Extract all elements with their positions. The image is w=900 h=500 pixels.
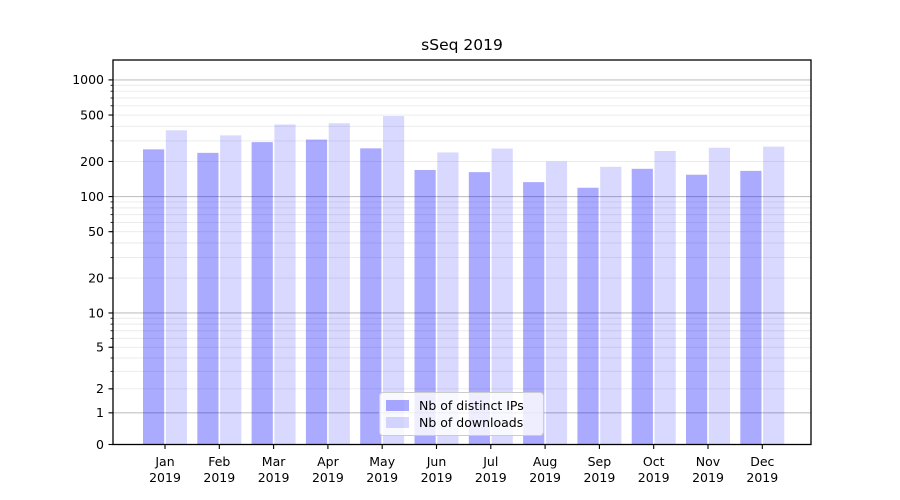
- x-tick-label-year: 2019: [638, 470, 670, 485]
- legend-item-downloads: Nb of downloads: [386, 415, 543, 430]
- y-tick-label: 200: [80, 154, 104, 169]
- x-tick-label-year: 2019: [366, 470, 398, 485]
- bar-distinct-ips-apr: [305, 139, 328, 445]
- bar-downloads-jan: [165, 130, 187, 445]
- chart-title: sSeq 2019: [421, 36, 503, 54]
- bar-distinct-ips-mar: [251, 142, 273, 445]
- y-tick-label: 2: [96, 381, 104, 396]
- legend-item-distinct-ips: Nb of distinct IPs: [386, 398, 543, 413]
- x-tick-label-month: Feb: [208, 454, 230, 469]
- x-tick-label-year: 2019: [692, 470, 724, 485]
- x-tick-label-month: Aug: [533, 454, 557, 469]
- legend-swatch-downloads: [386, 417, 409, 429]
- x-tick-label-month: Jun: [426, 454, 447, 469]
- bar-distinct-ips-jul: [468, 172, 490, 445]
- x-tick-label-year: 2019: [529, 470, 561, 485]
- bar-downloads-nov: [708, 147, 730, 445]
- x-tick-label-year: 2019: [312, 470, 344, 485]
- x-tick-label-month: Jul: [482, 454, 498, 469]
- x-tick-label-month: Oct: [643, 454, 665, 469]
- bar-downloads-may: [383, 116, 405, 445]
- bar-downloads-jul: [491, 148, 513, 445]
- y-tick-label: 20: [88, 270, 104, 285]
- bar-downloads-mar: [274, 124, 296, 445]
- bar-downloads-sep: [600, 166, 622, 445]
- x-tick-label-year: 2019: [583, 470, 615, 485]
- x-tick-label-year: 2019: [258, 470, 290, 485]
- y-tick-label: 50: [88, 224, 104, 239]
- bar-downloads-jun: [437, 152, 459, 445]
- bar-downloads-dec: [763, 146, 785, 445]
- bar-downloads-feb: [220, 135, 242, 445]
- x-tick-label-year: 2019: [746, 470, 778, 485]
- bar-distinct-ips-oct: [631, 168, 653, 445]
- bar-distinct-ips-dec: [740, 170, 762, 445]
- x-tick-label-year: 2019: [421, 470, 453, 485]
- x-tick-label-month: Jan: [154, 454, 174, 469]
- bar-distinct-ips-sep: [577, 187, 599, 445]
- x-tick-label-month: Nov: [696, 454, 721, 469]
- x-tick-label-year: 2019: [149, 470, 181, 485]
- x-tick-label-month: May: [369, 454, 395, 469]
- x-tick-label-month: Dec: [750, 454, 774, 469]
- x-tick-label-year: 2019: [475, 470, 507, 485]
- x-tick-label-month: Apr: [317, 454, 339, 469]
- y-tick-label: 10: [88, 305, 104, 320]
- bar-downloads-oct: [654, 150, 676, 445]
- y-tick-label: 0: [96, 437, 104, 452]
- x-tick-label-month: Mar: [262, 454, 286, 469]
- legend-label-downloads: Nb of downloads: [419, 415, 524, 431]
- bar-distinct-ips-aug: [523, 182, 545, 445]
- y-tick-label: 5: [96, 340, 104, 355]
- bar-distinct-ips-may: [360, 148, 382, 445]
- axes-frame: [112, 59, 812, 446]
- bar-distinct-ips-nov: [686, 174, 708, 445]
- y-tick-label: 1000: [72, 72, 104, 87]
- x-tick-label-year: 2019: [203, 470, 235, 485]
- x-tick-label-month: Sep: [588, 454, 612, 469]
- legend: Nb of distinct IPs Nb of downloads: [379, 392, 544, 436]
- y-tick-label: 500: [80, 107, 104, 122]
- bar-downloads-aug: [545, 161, 568, 445]
- bar-distinct-ips-jan: [143, 149, 165, 445]
- y-tick-label: 100: [80, 189, 104, 204]
- bar-distinct-ips-feb: [197, 152, 219, 445]
- legend-swatch-distinct-ips: [386, 399, 409, 411]
- bar-distinct-ips-jun: [414, 169, 436, 445]
- legend-label-distinct-ips: Nb of distinct IPs: [419, 397, 524, 413]
- bar-downloads-apr: [328, 123, 350, 445]
- y-tick-label: 1: [96, 405, 104, 420]
